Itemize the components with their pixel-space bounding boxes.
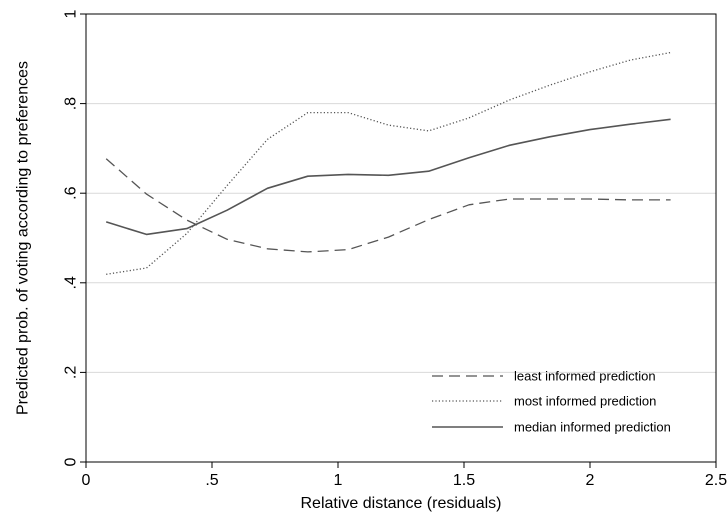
plot-area-frame: [85, 13, 717, 463]
legend-label: most informed prediction: [514, 394, 656, 409]
x-tick-label: 1.5: [453, 472, 475, 489]
legend-label: median informed prediction: [514, 420, 671, 435]
x-tick-label: .5: [205, 472, 218, 489]
x-tick-label: 2: [586, 472, 595, 489]
y-tick-label: 0: [63, 457, 80, 466]
series-line-3: [105, 118, 671, 236]
y-tick-label: .6: [63, 186, 80, 199]
series-lines: [105, 51, 671, 275]
x-tick-label: 2.5: [705, 472, 727, 489]
y-tick-label: .4: [63, 276, 80, 289]
y-tick-label: .2: [63, 366, 80, 379]
legend-label: least informed prediction: [514, 369, 656, 384]
legend: least informed prediction most informed p…: [432, 369, 671, 435]
x-tick-label: 0: [82, 472, 91, 489]
y-tick-label: 1: [63, 9, 80, 18]
series-line-1: [105, 158, 671, 253]
y-tick-label: .8: [63, 97, 80, 110]
y-axis-title: Predicted prob. of voting according to p…: [15, 61, 32, 415]
series-line-2: [106, 51, 671, 275]
x-tick-label: 1: [334, 472, 343, 489]
x-axis-title: Relative distance (residuals): [301, 495, 502, 512]
axes: 0 .2 .4 .6 .8 1 0 .5 1 1.5 2 2.5: [63, 9, 728, 489]
